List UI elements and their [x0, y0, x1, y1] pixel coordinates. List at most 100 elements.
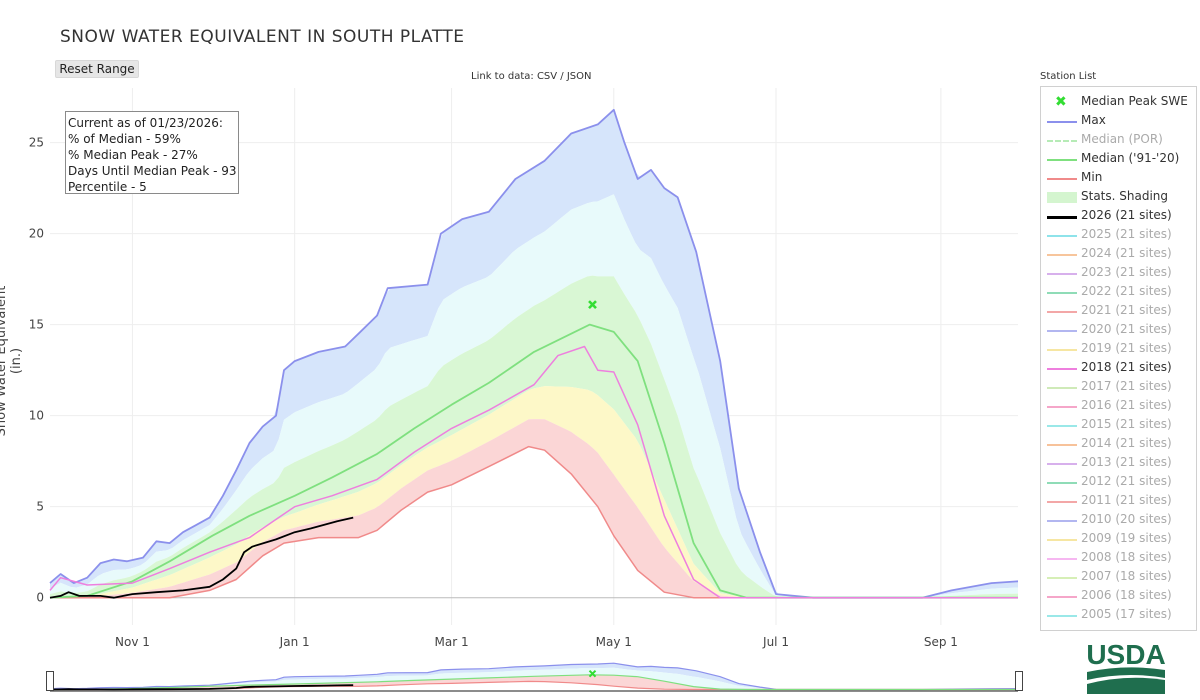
legend-line-swatch	[1047, 558, 1077, 560]
legend-label: Min	[1081, 170, 1103, 184]
current-info-box: Current as of 01/23/2026: % of Median - …	[65, 111, 239, 194]
legend-line-swatch	[1047, 615, 1077, 617]
range-slider-left-handle[interactable]	[46, 671, 54, 691]
legend-item[interactable]: Stats. Shading	[1041, 188, 1196, 207]
legend-item[interactable]: Median ('91-'20)	[1041, 150, 1196, 169]
y-tick-label: 5	[36, 500, 44, 514]
legend-line-swatch	[1047, 311, 1077, 313]
legend-label: 2017 (21 sites)	[1081, 379, 1172, 393]
legend-item[interactable]: 2012 (21 sites)	[1041, 473, 1196, 492]
legend-item[interactable]: 2017 (21 sites)	[1041, 378, 1196, 397]
legend-item[interactable]: Max	[1041, 112, 1196, 131]
legend-item[interactable]: 2006 (18 sites)	[1041, 587, 1196, 606]
legend-item[interactable]: ✖ Median Peak SWE	[1041, 93, 1196, 112]
legend-label: 2005 (17 sites)	[1081, 607, 1172, 621]
y-axis-label: Snow Water Equivalent (in.)	[0, 285, 24, 437]
legend-item[interactable]: 2026 (21 sites)	[1041, 207, 1196, 226]
legend-label: 2018 (21 sites)	[1081, 360, 1172, 374]
legend-line-swatch	[1047, 292, 1077, 294]
x-tick-label: Nov 1	[115, 635, 150, 649]
legend-label: Median ('91-'20)	[1081, 151, 1180, 165]
legend-label: 2011 (21 sites)	[1081, 493, 1172, 507]
data-link-prefix: Link to data:	[471, 71, 537, 82]
legend-item[interactable]: 2010 (20 sites)	[1041, 511, 1196, 530]
json-link[interactable]: JSON	[566, 71, 592, 82]
mini-max-line	[49, 662, 1019, 691]
legend-line-swatch	[1047, 273, 1077, 275]
y-tick-label: 15	[29, 318, 44, 332]
legend-label: 2006 (18 sites)	[1081, 588, 1172, 602]
legend-item[interactable]: 2024 (21 sites)	[1041, 245, 1196, 264]
legend-label: 2023 (21 sites)	[1081, 265, 1172, 279]
legend-line-swatch	[1047, 235, 1077, 237]
y-tick-label: 20	[29, 227, 44, 241]
legend-label: 2012 (21 sites)	[1081, 474, 1172, 488]
year-2018-line	[49, 345, 1018, 599]
legend-label: 2021 (21 sites)	[1081, 303, 1172, 317]
legend-item[interactable]: 2005 (17 sites)	[1041, 606, 1196, 625]
info-days-until-peak: Days Until Median Peak - 93	[68, 164, 237, 178]
legend-item[interactable]: 2025 (21 sites)	[1041, 226, 1196, 245]
min-line	[50, 445, 1018, 599]
mini-band-max	[50, 663, 1018, 690]
band-10-30	[50, 386, 1018, 598]
legend-item[interactable]: 2007 (18 sites)	[1041, 568, 1196, 587]
legend-item[interactable]: 2019 (21 sites)	[1041, 340, 1196, 359]
legend-label: Stats. Shading	[1081, 189, 1169, 203]
legend-line-swatch	[1047, 596, 1077, 598]
snow-chart[interactable]: 0 5 10 15 20 25 Nov 1 Jan 1 Mar 1 May 1 Jul 1 Sep 1	[0, 0, 1040, 700]
mini-2026-line	[49, 684, 354, 691]
legend: ✖ Median Peak SWE Max Median (POR) Median ('…	[1040, 86, 1197, 631]
legend-item[interactable]: 2009 (19 sites)	[1041, 530, 1196, 549]
legend-item[interactable]: 2022 (21 sites)	[1041, 283, 1196, 302]
x-tick-label: Jul 1	[762, 635, 789, 649]
chart-title: SNOW WATER EQUIVALENT IN SOUTH PLATTE	[60, 27, 465, 47]
legend-line-swatch	[1047, 482, 1077, 484]
legend-line-swatch	[1047, 501, 1077, 503]
year-2026-line	[49, 516, 354, 599]
reset-range-button[interactable]: Reset Range	[55, 60, 139, 78]
legend-item[interactable]: 2023 (21 sites)	[1041, 264, 1196, 283]
stats-shading	[50, 109, 1018, 598]
legend-item[interactable]: 2016 (21 sites)	[1041, 397, 1196, 416]
range-slider-right-handle[interactable]	[1015, 671, 1023, 691]
legend-line-swatch	[1047, 425, 1077, 427]
info-percent-median-peak: % Median Peak - 27%	[68, 148, 198, 162]
legend-item[interactable]: 2013 (21 sites)	[1041, 454, 1196, 473]
info-percentile: Percentile - 5	[68, 180, 147, 194]
legend-item[interactable]: 2020 (21 sites)	[1041, 321, 1196, 340]
band-50-70	[50, 275, 1018, 598]
band-90-max	[50, 109, 1018, 598]
legend-item[interactable]: 2018 (21 sites)	[1041, 359, 1196, 378]
legend-item[interactable]: 2021 (21 sites)	[1041, 302, 1196, 321]
info-current-date: Current as of 01/23/2026:	[68, 116, 223, 130]
legend-line-swatch	[1047, 159, 1077, 161]
legend-line-swatch	[1047, 463, 1077, 465]
x-tick-label: Mar 1	[435, 635, 469, 649]
legend-item[interactable]: 2011 (21 sites)	[1041, 492, 1196, 511]
legend-line-swatch	[1047, 349, 1077, 351]
legend-item[interactable]: 2015 (21 sites)	[1041, 416, 1196, 435]
legend-label: Median Peak SWE	[1081, 94, 1188, 108]
legend-line-swatch	[1047, 216, 1077, 219]
legend-label: 2019 (21 sites)	[1081, 341, 1172, 355]
legend-item[interactable]: Median (POR)	[1041, 131, 1196, 150]
legend-line-swatch	[1047, 444, 1077, 446]
legend-line-swatch	[1047, 330, 1077, 332]
legend-item[interactable]: 2008 (18 sites)	[1041, 549, 1196, 568]
legend-item[interactable]: Min	[1041, 169, 1196, 188]
info-percent-median: % of Median - 59%	[68, 132, 181, 146]
usda-logo-text: USDA	[1086, 639, 1165, 670]
station-list-link[interactable]: Station List	[1040, 71, 1097, 82]
mini-median-line	[49, 674, 1018, 691]
csv-link[interactable]: CSV	[536, 71, 558, 82]
legend-label: Max	[1081, 113, 1106, 127]
median-peak-marker	[588, 300, 597, 310]
x-tick-label: Jan 1	[279, 635, 310, 649]
legend-label: 2026 (21 sites)	[1081, 208, 1172, 222]
legend-label: 2007 (18 sites)	[1081, 569, 1172, 583]
legend-dash-swatch	[1047, 140, 1077, 142]
legend-line-swatch	[1047, 387, 1077, 389]
range-slider[interactable]	[49, 662, 1019, 692]
legend-item[interactable]: 2014 (21 sites)	[1041, 435, 1196, 454]
